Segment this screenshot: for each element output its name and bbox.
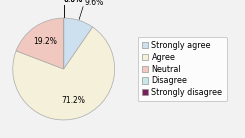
Text: 71.2%: 71.2% — [61, 96, 86, 105]
Wedge shape — [16, 18, 64, 69]
Text: 0.0%: 0.0% — [64, 0, 83, 4]
Wedge shape — [64, 18, 93, 69]
Wedge shape — [13, 27, 115, 120]
Text: 19.2%: 19.2% — [33, 37, 57, 46]
Legend: Strongly agree, Agree, Neutral, Disagree, Strongly disagree: Strongly agree, Agree, Neutral, Disagree… — [138, 37, 227, 101]
Text: 0.0%: 0.0% — [64, 0, 83, 4]
Text: 9.6%: 9.6% — [84, 0, 104, 7]
